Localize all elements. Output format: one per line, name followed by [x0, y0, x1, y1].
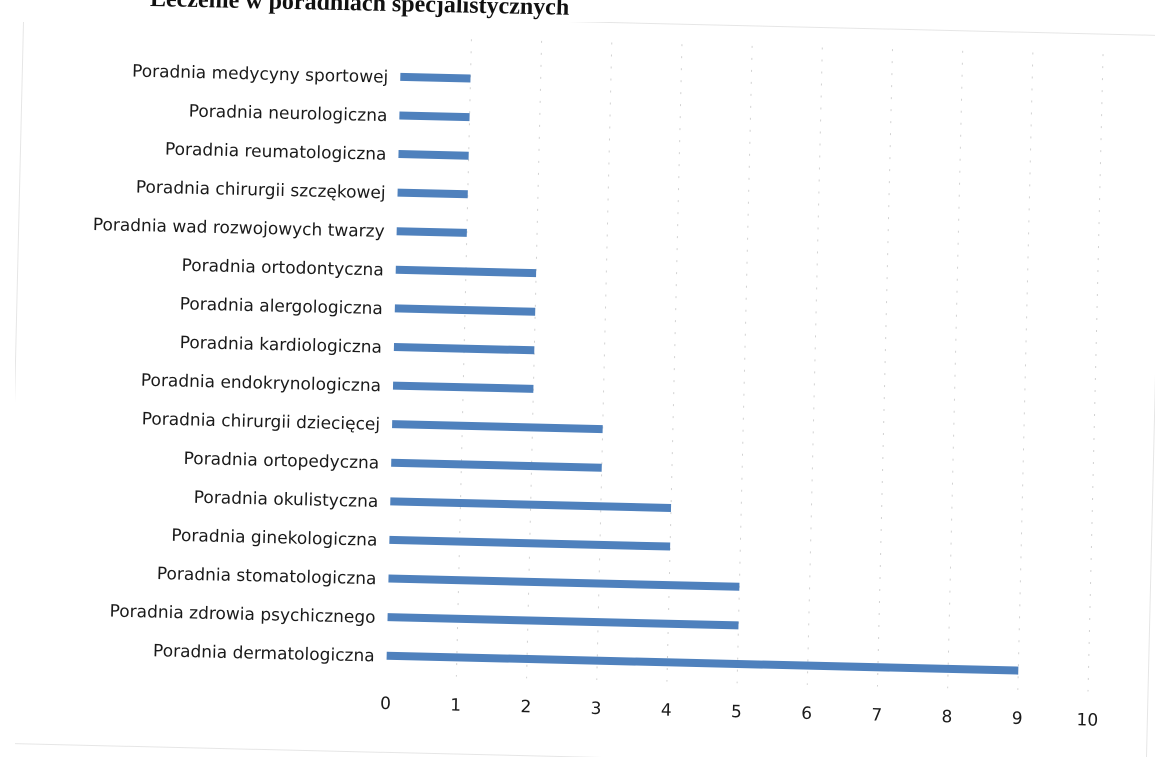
gridline-6 — [806, 47, 823, 685]
category-label-16: Poradnia dermatologiczna — [153, 641, 375, 666]
x-tick-label-8: 8 — [941, 707, 952, 727]
bar-14 — [388, 574, 740, 591]
x-tick-label-1: 1 — [450, 696, 461, 716]
category-label-14: Poradnia stomatologiczna — [157, 564, 377, 589]
bar-10 — [392, 420, 603, 434]
bar-2 — [399, 111, 470, 122]
gridline-10 — [1087, 54, 1104, 692]
bar-7 — [394, 304, 536, 316]
category-label-11: Poradnia ortopedyczna — [183, 449, 379, 474]
x-tick-label-7: 7 — [871, 705, 882, 725]
bar-3 — [398, 150, 469, 160]
bar-16 — [386, 651, 1019, 675]
x-tick-label-9: 9 — [1012, 709, 1023, 729]
category-label-10: Poradnia chirurgii dziecięcej — [141, 409, 380, 435]
bar-11 — [391, 458, 602, 472]
x-tick-label-5: 5 — [731, 702, 742, 722]
x-tick-label-0: 0 — [380, 694, 391, 714]
category-label-8: Poradnia kardiologiczna — [180, 333, 383, 358]
bar-5 — [396, 227, 467, 237]
bar-6 — [395, 265, 537, 278]
x-tick-label-6: 6 — [801, 704, 812, 724]
gridlines — [455, 39, 1104, 692]
plot-border — [15, 22, 1155, 757]
bar-4 — [397, 188, 468, 199]
bar-13 — [389, 535, 671, 551]
x-tick-label-3: 3 — [590, 699, 601, 719]
bar-9 — [392, 381, 534, 393]
category-label-3: Poradnia reumatologiczna — [165, 140, 387, 165]
bar-12 — [390, 497, 672, 512]
bar-1 — [400, 72, 471, 83]
bar-8 — [393, 342, 535, 355]
category-label-5: Poradnia wad rozwojowych twarzy — [93, 215, 385, 242]
x-tick-label-2: 2 — [520, 697, 531, 717]
x-tick-label-4: 4 — [661, 700, 672, 720]
category-label-6: Poradnia ortodontyczna — [181, 256, 384, 281]
category-label-12: Poradnia okulistyczna — [194, 488, 379, 512]
category-label-15: Poradnia zdrowia psychicznego — [109, 602, 375, 628]
category-label-2: Poradnia neurologiczna — [189, 101, 388, 126]
gridline-7 — [876, 49, 893, 687]
bars — [386, 72, 1019, 675]
gridline-9 — [1017, 52, 1034, 690]
category-label-9: Poradnia endokrynologiczna — [141, 371, 382, 397]
category-labels: Poradnia medycyny sportowej Poradnia neur… — [93, 62, 389, 667]
bar-chart: Poradnia medycyny sportowej Poradnia neur… — [15, 22, 1155, 757]
category-label-1: Poradnia medycyny sportowej — [132, 62, 389, 88]
chart-frame: Poradnia medycyny sportowej Poradnia neur… — [15, 22, 1155, 757]
x-tick-label-10: 10 — [1076, 710, 1098, 731]
category-label-7: Poradnia alergologiczna — [179, 294, 383, 319]
category-label-4: Poradnia chirurgii szczękowej — [136, 177, 386, 203]
gridline-8 — [947, 50, 964, 689]
category-label-13: Poradnia ginekologiczna — [171, 526, 377, 551]
x-tick-labels: 0 1 2 3 4 5 6 7 8 9 10 — [380, 694, 1099, 731]
bar-15 — [387, 613, 739, 630]
